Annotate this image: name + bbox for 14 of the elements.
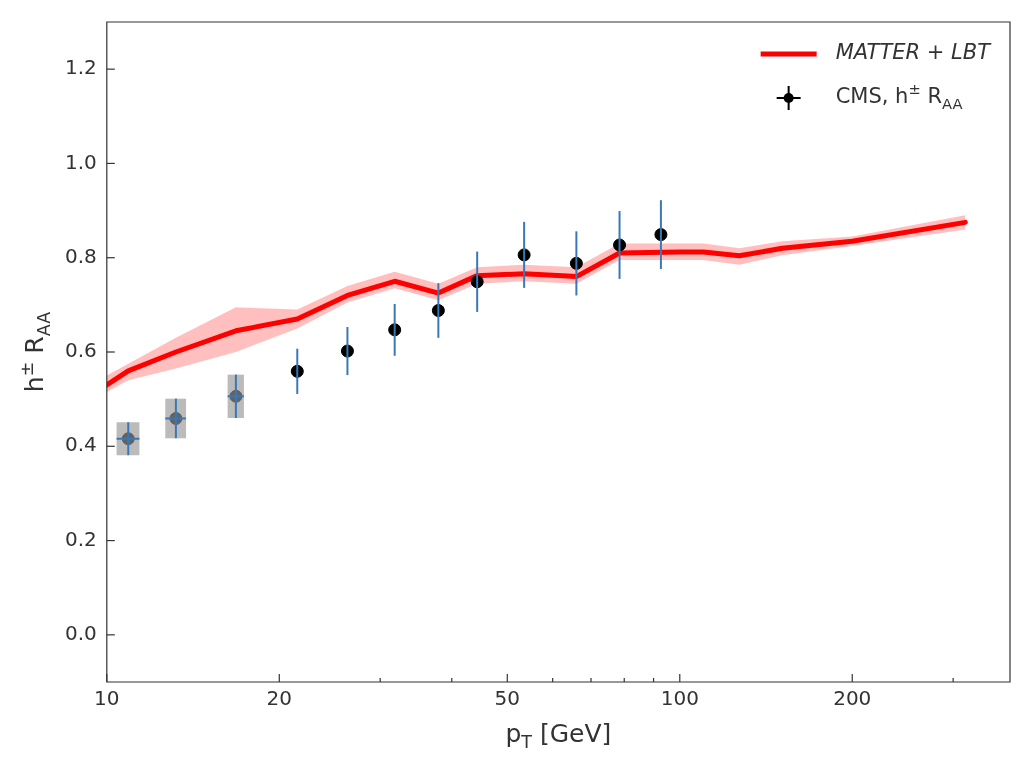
y-axis-title: h± RAA bbox=[16, 311, 55, 393]
y-tick-label: 1.0 bbox=[64, 149, 97, 174]
x-tick-label: 100 bbox=[660, 686, 699, 711]
y-tick-label: 0.8 bbox=[64, 243, 97, 268]
x-tick-label: 200 bbox=[833, 686, 872, 711]
y-tick-label: 0.0 bbox=[64, 621, 97, 646]
legend-label: MATTER + LBT bbox=[835, 40, 993, 65]
y-tick-label: 0.2 bbox=[64, 526, 97, 551]
x-tick-label: 20 bbox=[266, 686, 293, 711]
y-tick-label: 0.6 bbox=[64, 338, 97, 363]
x-tick-label: 10 bbox=[94, 686, 120, 711]
y-tick-label: 1.2 bbox=[64, 55, 97, 80]
x-tick-label: 50 bbox=[494, 686, 521, 711]
y-tick-label: 0.4 bbox=[64, 432, 97, 457]
